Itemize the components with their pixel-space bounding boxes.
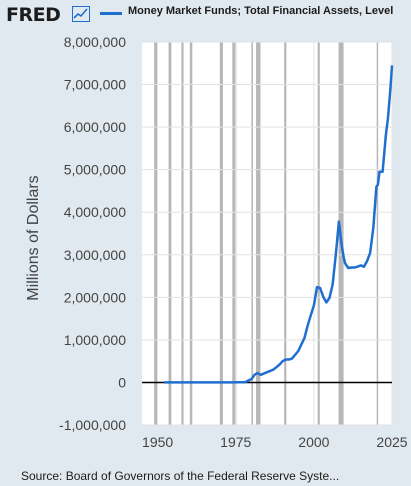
recession-band <box>251 42 253 425</box>
y-tick-label: 0 <box>118 374 126 390</box>
x-tick-label: 2025 <box>376 434 407 450</box>
y-tick-labels: -1,000,000 0 1,000,000 2,000,000 3,000,000 4,… <box>59 34 126 433</box>
recession-band <box>376 42 379 425</box>
y-tick-label: 7,000,000 <box>64 77 126 93</box>
series-layer <box>163 65 394 384</box>
recession-band <box>189 42 193 425</box>
recession-band <box>317 42 320 425</box>
x-tick-label: 1975 <box>220 434 251 450</box>
recession-band <box>284 42 287 425</box>
plot-area <box>142 42 392 425</box>
y-tick-label: 8,000,000 <box>64 34 126 50</box>
chart-line-icon <box>72 6 90 22</box>
recession-band <box>219 42 223 425</box>
legend-swatch <box>100 12 122 15</box>
y-tick-label: 5,000,000 <box>64 162 126 178</box>
recession-band <box>154 42 157 425</box>
y-tick-label: 3,000,000 <box>64 247 126 263</box>
x-tick-label: 2000 <box>298 434 329 450</box>
series-line-0 <box>163 65 394 384</box>
chart-header: FRED Money Market Funds; Total Financial… <box>0 0 411 34</box>
x-tick-label: 1950 <box>142 434 173 450</box>
recession-band <box>181 42 184 425</box>
y-axis-label: Millions of Dollars <box>25 175 42 301</box>
x-tick-labels: 1950 1975 2000 2025 <box>142 434 408 450</box>
source-note[interactable]: Source: Board of Governors of the Federa… <box>21 469 340 483</box>
y-tick-label: 2,000,000 <box>64 289 126 305</box>
y-tick-label: -1,000,000 <box>59 417 126 433</box>
y-tick-label: 6,000,000 <box>64 119 126 135</box>
fred-logo[interactable]: FRED <box>6 4 61 26</box>
y-tick-label: 4,000,000 <box>64 204 126 220</box>
y-tick-label: 1,000,000 <box>64 332 126 348</box>
recession-band <box>256 42 261 425</box>
recession-band <box>168 42 172 425</box>
recession-band <box>232 42 237 425</box>
legend-label: Money Market Funds; Total Financial Asse… <box>128 5 394 17</box>
